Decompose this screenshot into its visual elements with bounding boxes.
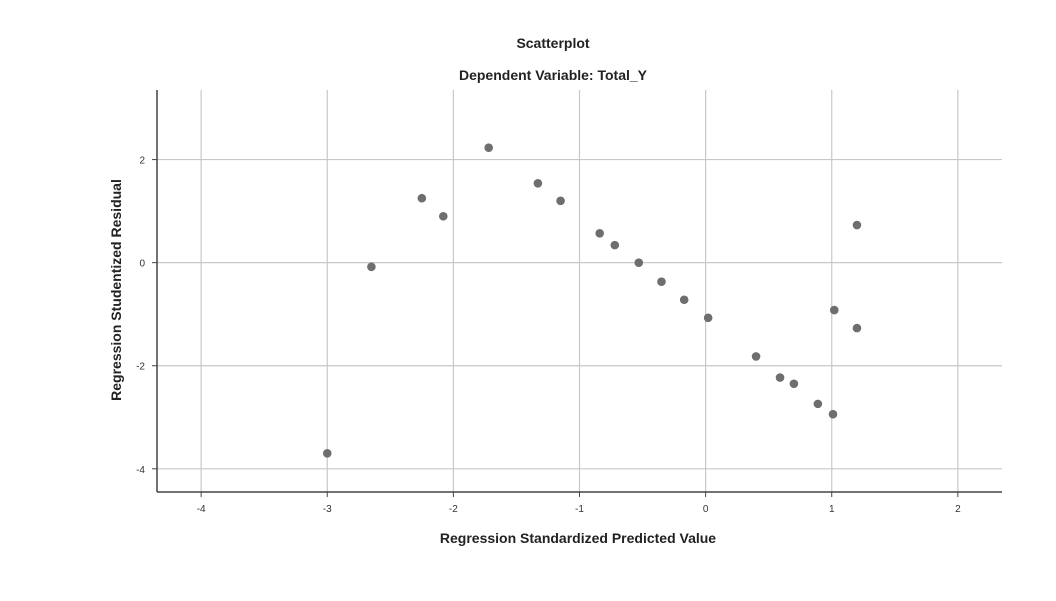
grid <box>157 90 1002 492</box>
chart-subtitle: Dependent Variable: Total_Y <box>459 67 648 83</box>
x-tick-label: 1 <box>829 504 835 515</box>
scatter-point <box>775 373 785 382</box>
y-tick-label: 2 <box>139 156 145 167</box>
x-tick-label: -2 <box>449 504 458 515</box>
data-points <box>322 143 862 458</box>
y-axis-label: Regression Studentized Residual <box>108 179 124 401</box>
scatter-point <box>852 220 862 230</box>
x-tick-label: 0 <box>703 504 709 515</box>
scatter-point <box>417 193 427 203</box>
scatter-point <box>533 178 543 188</box>
x-tick-label: -3 <box>323 504 332 515</box>
chart-title: Scatterplot <box>516 35 589 51</box>
scatter-point <box>595 228 604 238</box>
scatter-point <box>751 352 761 361</box>
tick-labels: -4 -3 -2 -1 0 1 2 2 0 -2 -4 <box>136 156 961 515</box>
scatter-point <box>634 258 644 267</box>
scatter-point <box>703 313 713 323</box>
scatter-point <box>852 323 862 333</box>
axes <box>152 90 1002 497</box>
scatter-point <box>322 449 332 458</box>
y-tick-label: -2 <box>136 362 145 373</box>
x-tick-label: 2 <box>955 504 961 515</box>
y-tick-label: -4 <box>136 465 145 476</box>
x-tick-label: -4 <box>197 504 206 515</box>
scatter-point <box>367 262 376 272</box>
scatter-point <box>789 379 799 389</box>
scatter-point <box>438 211 448 221</box>
scatter-point <box>556 196 565 206</box>
scatter-point <box>828 409 838 419</box>
scatter-point <box>813 399 823 409</box>
x-tick-label: -1 <box>575 504 584 515</box>
x-axis-label: Regression Standardized Predicted Value <box>440 530 716 546</box>
scatter-point <box>679 295 689 305</box>
y-tick-label: 0 <box>139 259 145 270</box>
scatter-point <box>610 240 620 250</box>
scatter-point <box>484 143 493 153</box>
scatter-point <box>657 277 666 287</box>
scatter-point <box>829 305 839 315</box>
